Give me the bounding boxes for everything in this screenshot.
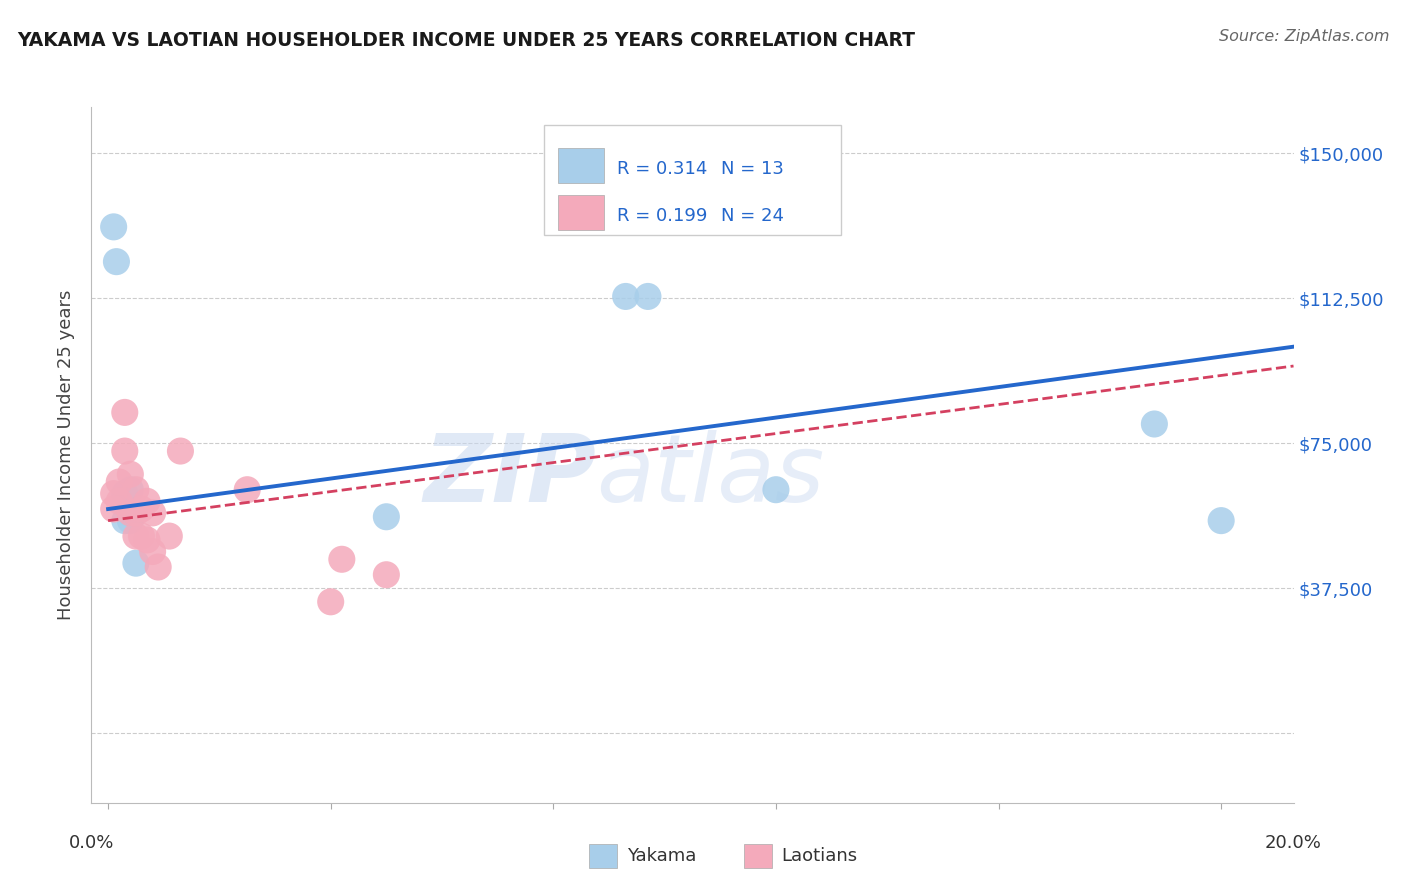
Text: N = 24: N = 24 bbox=[721, 207, 785, 225]
Point bbox=[236, 483, 259, 497]
Point bbox=[131, 502, 153, 516]
Point bbox=[103, 486, 125, 500]
Point bbox=[114, 486, 136, 500]
Point bbox=[1211, 514, 1233, 528]
Point bbox=[136, 494, 159, 508]
Point bbox=[330, 552, 353, 566]
Point bbox=[136, 533, 159, 547]
Point bbox=[125, 529, 148, 543]
Point bbox=[125, 506, 148, 520]
Point bbox=[114, 405, 136, 419]
Point bbox=[142, 506, 165, 520]
Point bbox=[103, 219, 125, 234]
Text: ZIP: ZIP bbox=[423, 430, 596, 522]
Point bbox=[103, 502, 125, 516]
Point bbox=[131, 529, 153, 543]
Point bbox=[114, 444, 136, 458]
Text: 0.0%: 0.0% bbox=[69, 834, 114, 852]
Point bbox=[120, 506, 142, 520]
Point bbox=[120, 514, 142, 528]
Point bbox=[142, 544, 165, 558]
Point bbox=[614, 289, 637, 303]
Text: atlas: atlas bbox=[596, 430, 824, 521]
Text: R = 0.314: R = 0.314 bbox=[617, 160, 707, 178]
Text: Source: ZipAtlas.com: Source: ZipAtlas.com bbox=[1219, 29, 1389, 44]
Point bbox=[319, 595, 342, 609]
Text: N = 13: N = 13 bbox=[721, 160, 785, 178]
Point bbox=[169, 444, 191, 458]
Text: YAKAMA VS LAOTIAN HOUSEHOLDER INCOME UNDER 25 YEARS CORRELATION CHART: YAKAMA VS LAOTIAN HOUSEHOLDER INCOME UND… bbox=[17, 31, 915, 50]
Point bbox=[108, 494, 131, 508]
Text: R = 0.199: R = 0.199 bbox=[617, 207, 707, 225]
Text: Laotians: Laotians bbox=[782, 847, 858, 865]
Point bbox=[157, 529, 180, 543]
Point bbox=[108, 475, 131, 489]
Y-axis label: Householder Income Under 25 years: Householder Income Under 25 years bbox=[56, 290, 75, 620]
Point bbox=[120, 467, 142, 482]
Point bbox=[105, 254, 128, 268]
Point bbox=[125, 556, 148, 570]
Point bbox=[120, 483, 142, 497]
Point bbox=[637, 289, 659, 303]
Point bbox=[148, 560, 170, 574]
Text: Yakama: Yakama bbox=[627, 847, 696, 865]
Point bbox=[375, 567, 398, 582]
Point bbox=[765, 483, 787, 497]
Point bbox=[375, 509, 398, 524]
Text: 20.0%: 20.0% bbox=[1265, 834, 1322, 852]
Point bbox=[114, 514, 136, 528]
Point bbox=[125, 483, 148, 497]
Point bbox=[1143, 417, 1166, 431]
